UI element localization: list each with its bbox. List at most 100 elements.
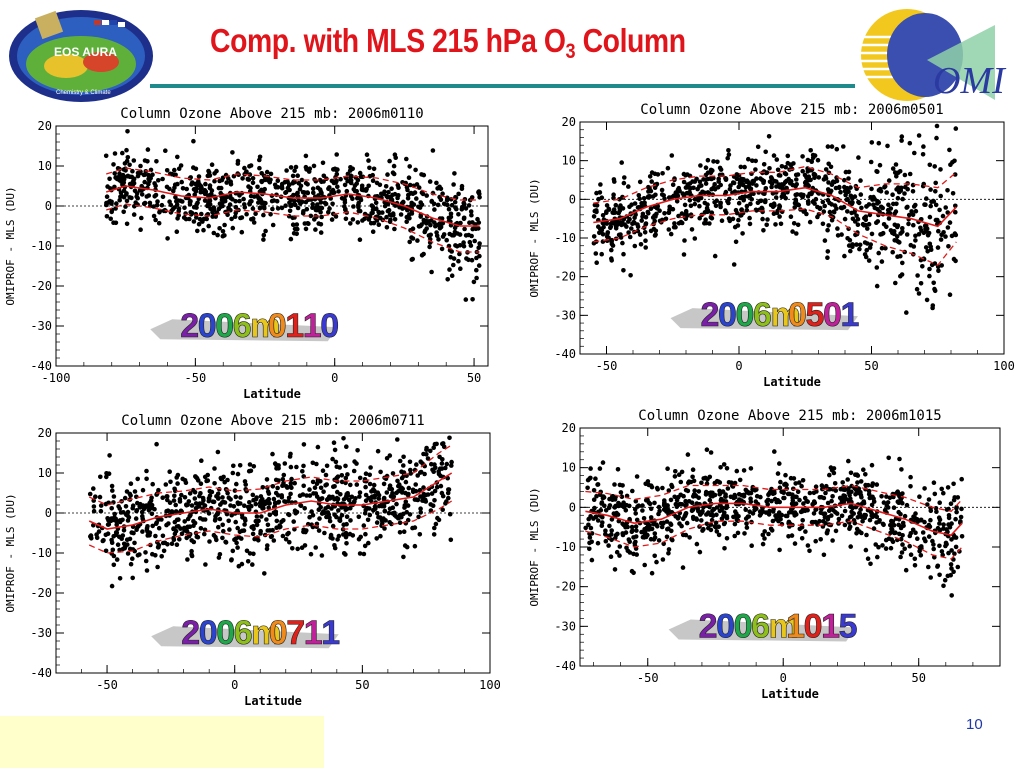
- data-point: [452, 171, 457, 176]
- data-point: [601, 221, 606, 226]
- data-point: [362, 543, 368, 549]
- data-point: [643, 481, 648, 487]
- data-point: [145, 147, 151, 152]
- date-stamp: 2006m0110: [150, 307, 340, 346]
- data-point: [668, 521, 673, 526]
- data-point: [946, 513, 952, 518]
- data-point: [621, 180, 627, 186]
- data-point: [171, 498, 177, 503]
- data-point: [850, 216, 856, 222]
- data-point: [108, 216, 113, 222]
- data-point: [928, 517, 933, 523]
- data-point: [807, 490, 813, 496]
- data-point: [763, 170, 769, 176]
- data-point: [237, 198, 242, 204]
- data-point: [941, 490, 946, 496]
- data-point: [943, 543, 948, 549]
- data-point: [144, 525, 150, 531]
- data-point: [930, 538, 935, 544]
- data-point: [633, 511, 638, 516]
- data-point: [876, 519, 882, 524]
- data-point: [732, 224, 738, 230]
- data-point: [644, 525, 650, 530]
- data-point: [384, 214, 389, 220]
- data-point: [936, 268, 941, 274]
- data-point: [700, 189, 705, 195]
- data-point: [637, 232, 643, 237]
- data-point: [797, 497, 802, 503]
- data-point: [386, 510, 392, 516]
- data-point: [462, 226, 467, 232]
- data-point: [401, 454, 406, 460]
- data-point: [937, 543, 942, 549]
- data-point: [920, 264, 925, 269]
- data-point: [386, 189, 391, 195]
- data-point: [363, 507, 369, 513]
- data-point: [649, 170, 655, 175]
- data-point: [736, 492, 742, 497]
- data-point: [875, 169, 880, 174]
- data-point: [900, 542, 905, 547]
- data-point: [286, 182, 292, 188]
- data-point: [897, 169, 903, 174]
- data-point: [287, 208, 293, 214]
- data-point: [280, 477, 286, 482]
- data-point: [923, 245, 929, 250]
- data-point: [825, 144, 831, 149]
- data-point: [441, 444, 447, 450]
- data-point: [368, 220, 374, 226]
- data-point: [726, 148, 731, 153]
- data-point: [598, 508, 604, 513]
- data-point: [310, 201, 316, 207]
- data-point: [211, 532, 217, 538]
- data-point: [741, 492, 747, 498]
- data-point: [707, 497, 713, 503]
- data-point: [232, 537, 237, 542]
- y-tick-label: -20: [30, 586, 52, 600]
- data-point: [934, 135, 939, 141]
- data-point: [171, 537, 177, 542]
- data-point: [220, 229, 226, 234]
- data-point: [909, 209, 914, 214]
- data-point: [318, 209, 323, 215]
- data-point: [257, 157, 262, 163]
- data-point: [251, 551, 256, 557]
- data-point: [610, 497, 615, 502]
- data-point: [704, 521, 710, 527]
- data-point: [432, 525, 437, 531]
- data-point: [722, 510, 727, 515]
- data-point: [292, 198, 297, 204]
- x-tick-label: 0: [735, 359, 742, 373]
- data-point: [228, 182, 234, 187]
- data-point: [331, 167, 337, 172]
- title-subscript: 3: [565, 40, 576, 63]
- data-point: [959, 506, 964, 512]
- data-point: [467, 239, 473, 245]
- data-point: [942, 577, 948, 583]
- data-point: [959, 534, 965, 539]
- data-point: [678, 492, 683, 498]
- data-point: [926, 497, 932, 502]
- data-point: [459, 186, 465, 191]
- data-point: [413, 167, 418, 173]
- data-point: [405, 196, 411, 201]
- data-point: [666, 227, 672, 232]
- data-point: [378, 533, 383, 539]
- data-point: [863, 214, 869, 219]
- data-point: [897, 456, 902, 462]
- data-point: [185, 516, 191, 522]
- data-point: [829, 498, 834, 504]
- data-point: [640, 508, 645, 513]
- data-point: [416, 185, 422, 190]
- data-point: [387, 506, 393, 511]
- data-point: [924, 297, 930, 303]
- data-point: [360, 174, 366, 180]
- data-point: [805, 507, 810, 513]
- data-point: [401, 463, 406, 468]
- data-point: [842, 216, 848, 222]
- data-point: [710, 508, 715, 513]
- data-point: [264, 477, 270, 482]
- data-point: [770, 518, 776, 524]
- stamp-char: 0: [734, 607, 753, 645]
- data-point: [191, 165, 196, 170]
